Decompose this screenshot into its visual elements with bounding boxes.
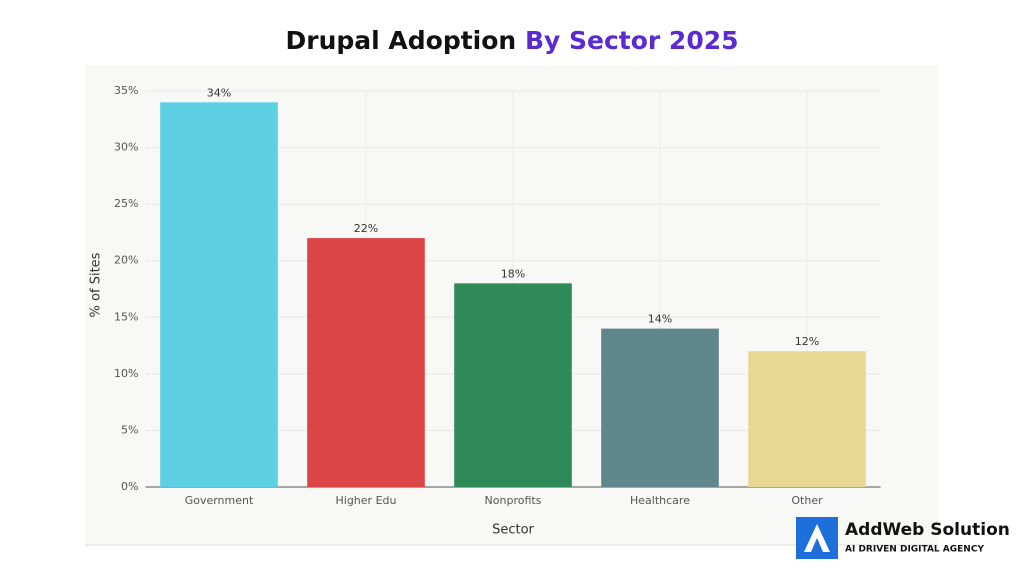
x-tick-label: Nonprofits [485, 494, 542, 507]
brand-tagline: AI DRIVEN DIGITAL AGENCY [845, 545, 984, 555]
chart-title: Drupal Adoption By Sector 2025 [285, 26, 738, 55]
x-tick-label: Government [185, 494, 254, 507]
title-highlight: By Sector 2025 [525, 26, 739, 55]
logo-glyph [804, 524, 830, 552]
bar [160, 102, 278, 488]
value-label: 12% [795, 335, 819, 348]
x-axis-label: Sector [492, 523, 534, 538]
value-label: 22% [354, 222, 378, 235]
bar [454, 283, 572, 487]
y-tick-label: 10% [114, 367, 138, 380]
title-main: Drupal Adoption [285, 26, 516, 55]
y-tick-label: 30% [114, 141, 138, 154]
x-tick-label: Healthcare [630, 494, 690, 507]
y-axis-label: % of Sites [89, 252, 104, 317]
value-label: 18% [501, 267, 525, 280]
value-label: 14% [648, 313, 672, 326]
bar [601, 328, 719, 487]
y-tick-label: 5% [121, 423, 138, 436]
y-tick-label: 0% [121, 480, 138, 493]
brand-name: AddWeb Solution [845, 520, 1010, 540]
value-label: 34% [207, 86, 231, 99]
x-tick-label: Other [791, 494, 823, 507]
x-tick-label: Higher Edu [336, 494, 397, 507]
y-tick-label: 20% [114, 254, 138, 267]
bar [307, 238, 425, 487]
logo: AddWeb Solution AI DRIVEN DIGITAL AGENCY [796, 517, 1010, 559]
bar [748, 351, 866, 487]
y-tick-label: 15% [114, 310, 138, 323]
y-tick-label: 35% [114, 84, 138, 97]
y-tick-label: 25% [114, 197, 138, 210]
